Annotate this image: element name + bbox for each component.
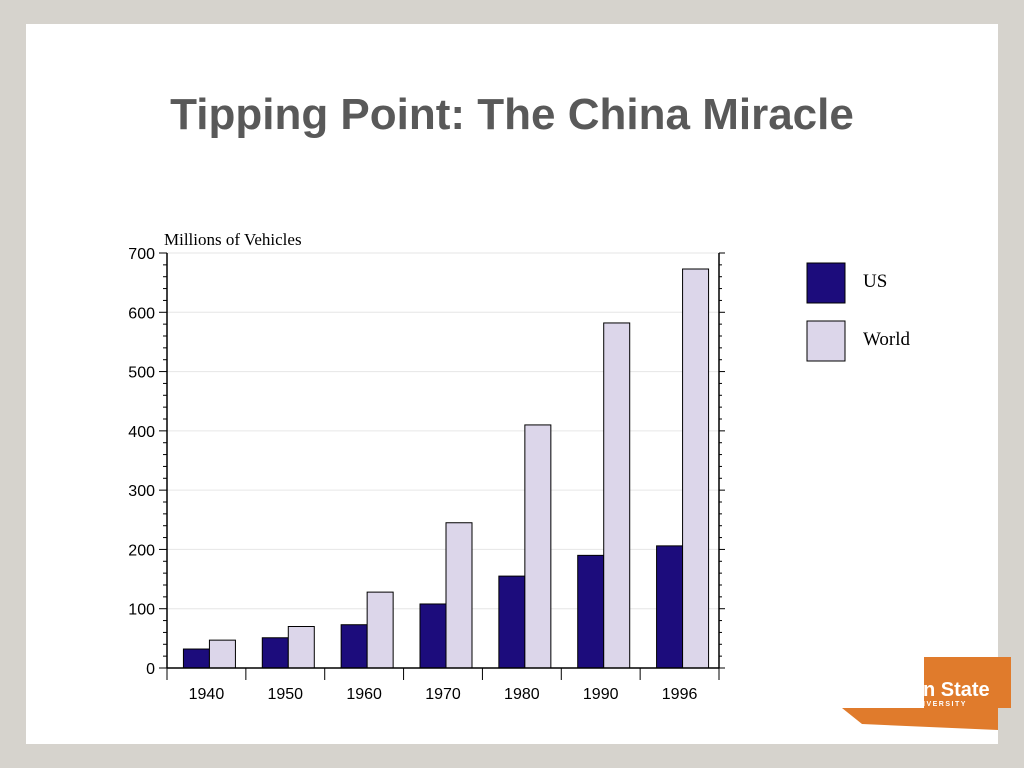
bar-us-1990 [577, 554, 605, 669]
x-tick-label: 1990 [583, 686, 619, 703]
x-tick-label: 1970 [425, 686, 461, 703]
y-tick-label: 500 [128, 365, 155, 382]
y-tick-label: 200 [128, 542, 155, 559]
y-tick-label: 400 [128, 424, 155, 441]
bars [182, 268, 710, 669]
bar-us-1996 [656, 545, 684, 669]
slide-title: Tipping Point: The China Miracle [170, 90, 854, 139]
legend-label-us: US [863, 271, 887, 292]
bar-us-1970 [419, 603, 447, 669]
y-tick-label: 700 [128, 246, 155, 263]
bar-world-1960 [366, 591, 394, 669]
bar-world-1990 [603, 322, 631, 669]
legend: US World [806, 262, 911, 362]
y-tick-label: 0 [146, 661, 155, 678]
x-tick-label: 1980 [504, 686, 540, 703]
bar-world-1980 [524, 424, 552, 669]
legend-swatch-world [806, 320, 846, 362]
legend-label-world: World [863, 329, 911, 350]
y-axis-label: Millions of Vehicles [164, 230, 302, 249]
y-tick-label: 100 [128, 602, 155, 619]
x-tick-label: 1950 [267, 686, 303, 703]
logo-subtext: IVERSITY [923, 701, 967, 708]
bar-world-1970 [445, 522, 473, 669]
x-tick-label: 1960 [346, 686, 382, 703]
y-tick-label: 600 [128, 305, 155, 322]
logo-banner [842, 657, 1011, 730]
x-tick-label: 1940 [189, 686, 225, 703]
y-tick-label: 300 [128, 483, 155, 500]
axes: Millions of Vehicles 0 100 200 300 400 500 600… [128, 230, 725, 703]
logo-text: n State [923, 679, 990, 701]
bar-world-1996 [682, 268, 710, 669]
legend-swatch-us [806, 262, 846, 304]
x-tick-label: 1996 [662, 686, 698, 703]
